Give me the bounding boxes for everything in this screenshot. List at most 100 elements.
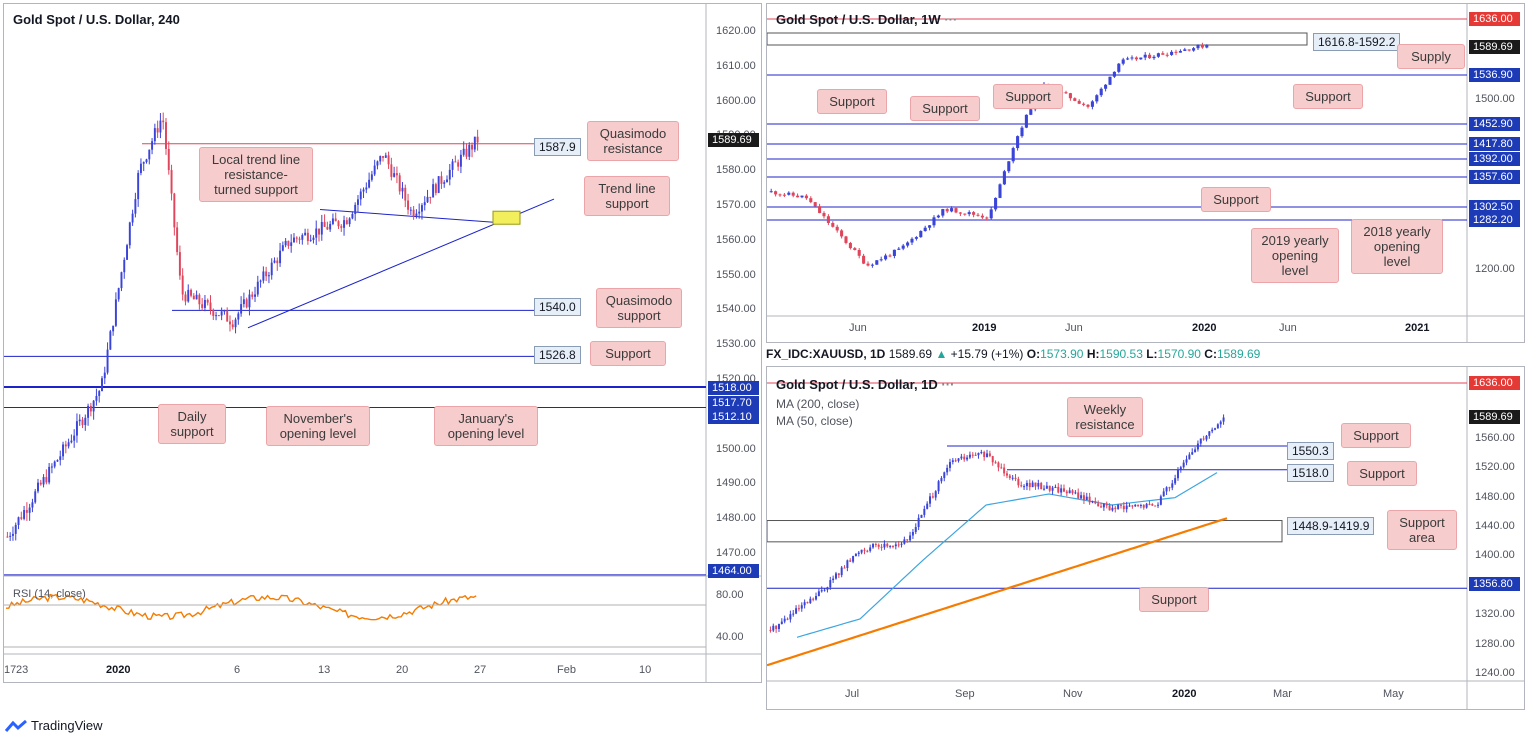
candle-body <box>134 199 137 214</box>
candle-body <box>1068 93 1072 99</box>
zone-tag: 1616.8-1592.2 <box>1313 33 1401 51</box>
candle-body <box>407 200 410 210</box>
chart-4h-canvas[interactable] <box>4 4 761 682</box>
candle-body <box>914 237 918 239</box>
candle-body <box>1196 44 1200 49</box>
candle-body <box>909 535 912 541</box>
x-tick-label: 20 <box>396 664 409 676</box>
candle-body <box>462 148 465 155</box>
chart-title: Gold Spot / U.S. Dollar, 1W ··· <box>776 12 958 27</box>
tradingview-cloud-icon <box>4 719 27 732</box>
candle-body <box>1086 104 1090 107</box>
candle-body <box>331 218 334 224</box>
candle-body <box>306 232 309 241</box>
candle-body <box>287 240 290 246</box>
price-axis-label: 1452.90 <box>1469 117 1520 131</box>
level-tag: 1518.0 <box>1287 464 1334 482</box>
candle-body <box>1134 57 1138 60</box>
y-tick-label: 1480.00 <box>1475 490 1515 503</box>
candle-body <box>829 580 832 588</box>
candle-body <box>780 621 783 625</box>
chart-daily-canvas[interactable] <box>767 367 1524 709</box>
panel-daily-chart[interactable]: Gold Spot / U.S. Dollar, 1D ··· MA (200,… <box>766 366 1525 710</box>
candle-body <box>273 260 276 263</box>
candle-body <box>950 208 954 212</box>
tradingview-logo[interactable]: TradingView <box>4 718 103 733</box>
candle-body <box>181 275 184 295</box>
candle-body <box>1205 435 1208 440</box>
candle-body <box>1165 54 1169 56</box>
candle-body <box>966 457 969 460</box>
candle-body <box>866 263 870 266</box>
candle-body <box>791 192 795 196</box>
candle-body <box>804 195 808 199</box>
candle-body <box>852 556 855 562</box>
candle-body <box>800 605 803 609</box>
candle-body <box>126 245 129 260</box>
candle-body <box>883 543 886 548</box>
candle-body <box>265 271 268 277</box>
candle-body <box>42 477 45 485</box>
candle-body <box>1170 51 1174 55</box>
candle-body <box>1097 503 1100 507</box>
candle-body <box>972 212 976 215</box>
ma200-legend: MA (200, close) <box>776 397 860 411</box>
candle-body <box>259 280 262 282</box>
candle-body <box>1202 438 1205 440</box>
candle-body <box>857 552 860 554</box>
candle-body <box>1162 491 1165 497</box>
panel-weekly-chart[interactable]: Gold Spot / U.S. Dollar, 1W ··· 1616.8-1… <box>766 3 1525 343</box>
y-tick-label: 1610.00 <box>716 59 756 72</box>
candle-body <box>1031 482 1034 488</box>
candle-body <box>78 419 81 422</box>
candle-body <box>471 145 474 150</box>
x-tick-label: 17 <box>4 664 17 676</box>
candle-body <box>968 454 971 458</box>
candle-body <box>897 248 901 250</box>
x-tick-label: 2019 <box>972 322 997 334</box>
y-tick-label: 1480.00 <box>716 512 756 525</box>
candle-body <box>267 275 270 277</box>
candle-body <box>393 173 396 177</box>
note-2019-yearly-opening: 2019 yearly opening level <box>1251 228 1339 283</box>
candle-body <box>1023 486 1026 488</box>
candle-body <box>81 419 84 426</box>
chart-title: Gold Spot / U.S. Dollar, 1D ··· <box>776 377 955 392</box>
x-tick-label: Jun <box>1065 322 1083 334</box>
candle-body <box>936 215 940 218</box>
candle-body <box>256 281 259 295</box>
candle-body <box>888 255 892 257</box>
candle-body <box>362 189 365 192</box>
candle-body <box>1131 505 1134 507</box>
candle-body <box>872 544 875 548</box>
candle-body <box>28 507 31 513</box>
note-support: Support <box>1201 187 1271 212</box>
candle-body <box>120 272 123 289</box>
candle-body <box>1174 51 1178 53</box>
candle-body <box>92 400 95 412</box>
candle-body <box>1077 100 1081 104</box>
candle-body <box>206 300 209 303</box>
candle-body <box>337 221 340 227</box>
candle-body <box>826 216 830 223</box>
panel-4h-chart[interactable]: Gold Spot / U.S. Dollar, 240 RSI (14, cl… <box>3 3 762 683</box>
candle-body <box>880 546 883 548</box>
candle-body <box>1100 506 1103 508</box>
candle-body <box>242 299 245 305</box>
candle-body <box>343 220 346 228</box>
x-tick-label: 23 <box>16 664 29 676</box>
candle-body <box>418 211 421 214</box>
candle-body <box>446 179 448 183</box>
candle-body <box>156 128 159 133</box>
candle-body <box>774 191 778 195</box>
candle-body <box>1000 467 1003 469</box>
candle-body <box>848 242 852 249</box>
candle-body <box>304 232 307 236</box>
candle-body <box>900 543 903 545</box>
candle-body <box>198 294 201 305</box>
x-tick-label: May <box>1383 688 1404 700</box>
chart-weekly-canvas[interactable] <box>767 4 1524 342</box>
candle-body <box>1122 505 1125 510</box>
y-tick-label: 1580.00 <box>716 164 756 177</box>
candle-body <box>326 226 329 230</box>
